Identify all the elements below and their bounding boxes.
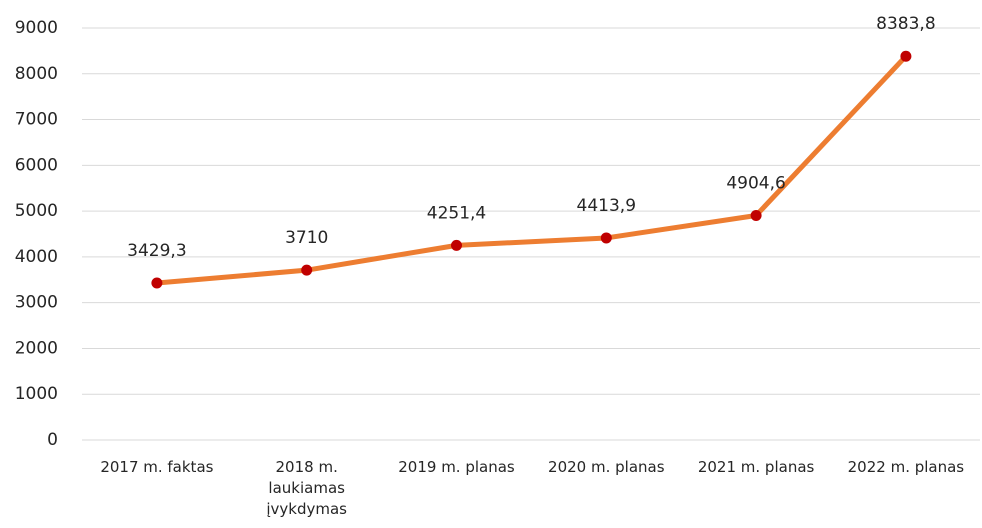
data-label: 8383,8 <box>876 14 935 34</box>
y-tick-label: 6000 <box>15 155 58 175</box>
y-tick-label: 4000 <box>15 247 58 267</box>
y-tick-label: 9000 <box>15 18 58 38</box>
marker <box>600 232 612 244</box>
y-tick-label: 1000 <box>15 384 58 404</box>
marker <box>151 277 163 289</box>
line <box>154 53 909 286</box>
data-label: 4413,9 <box>577 196 636 216</box>
x-tick-label: 2018 m. laukiamas įvykdymas <box>266 458 347 518</box>
x-tick-label: 2021 m. planas <box>697 458 815 476</box>
data-label: 4251,4 <box>427 203 486 223</box>
data-label: 4904,6 <box>726 173 785 193</box>
marker <box>451 239 462 251</box>
x-tick-label: 2022 m. planas <box>847 458 965 476</box>
marker <box>900 50 912 62</box>
y-tick-label: 5000 <box>15 201 58 221</box>
y-tick-label: 8000 <box>15 64 58 84</box>
x-tick-label: 2017 m. faktas <box>100 458 214 476</box>
marker <box>750 209 762 221</box>
y-tick-label: 0 <box>47 430 58 450</box>
data-label: 3429,3 <box>127 241 186 261</box>
y-tick-label: 2000 <box>15 338 58 358</box>
y-tick-label: 3000 <box>15 293 58 313</box>
x-tick-label: 2019 m. planas <box>398 458 515 476</box>
marker <box>301 264 313 276</box>
y-tick-label: 7000 <box>15 110 58 130</box>
x-tick-label: 2020 m. planas <box>548 458 665 476</box>
data-label: 3710 <box>285 228 328 248</box>
